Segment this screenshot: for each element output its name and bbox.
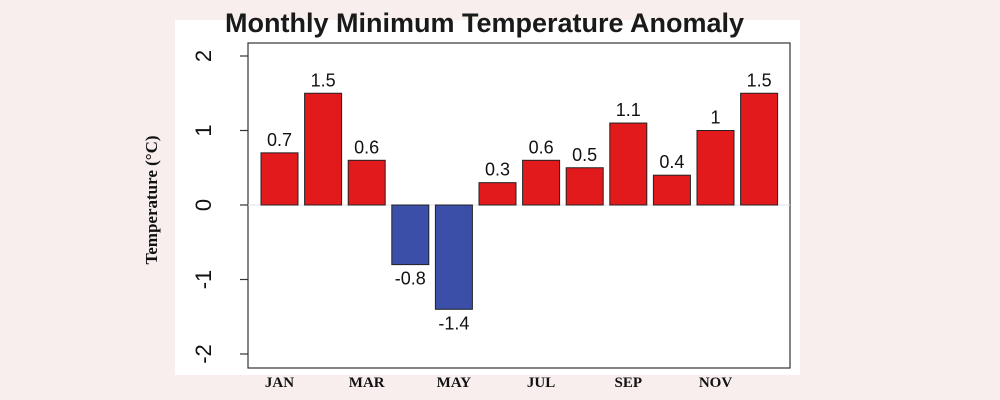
bar-jan	[260, 152, 299, 206]
chart-title: Monthly Minimum Temperature Anomaly	[225, 8, 744, 38]
data-label: 0.6	[529, 137, 554, 157]
y-tick-label: 2	[191, 50, 216, 62]
plot-area: 2 1 0 -1 -2 0.7 JAN 1.5 0.6 MAR -0.8 -1.4 MAY 0.3 0.6 J…	[191, 42, 791, 391]
bar-dec	[740, 92, 779, 206]
x-tick-label: JUL	[527, 375, 555, 391]
bar-mar	[347, 159, 386, 206]
data-label: 1	[710, 108, 720, 128]
data-label: 1.5	[311, 70, 336, 90]
data-label: 0.4	[659, 152, 684, 172]
data-label: 1.5	[747, 70, 772, 90]
bar-sep	[609, 122, 648, 206]
data-label: 0.6	[354, 137, 379, 157]
data-label: 1.1	[616, 100, 641, 120]
bar-aug	[565, 167, 604, 206]
x-tick-label: MAY	[437, 375, 472, 391]
bar-oct	[652, 174, 691, 206]
bar-jun	[478, 182, 517, 206]
x-tick-label: JAN	[265, 375, 294, 391]
data-label: 0.7	[267, 130, 292, 150]
data-label: 0.3	[485, 160, 510, 180]
data-label: 0.5	[572, 145, 597, 165]
bar-feb	[304, 92, 343, 206]
x-tick-label: NOV	[699, 375, 733, 391]
data-label: -0.8	[395, 269, 426, 289]
bar-may	[434, 204, 473, 310]
y-tick-label: 0	[191, 199, 216, 211]
x-tick-label: MAR	[349, 375, 385, 391]
y-axis-label: Temperature (°C)	[142, 135, 161, 264]
y-tick-label: -2	[191, 344, 216, 364]
x-tick-label: SEP	[615, 375, 643, 391]
y-tick-label: -1	[191, 270, 216, 290]
y-tick-label: 1	[191, 124, 216, 136]
data-label: -1.4	[438, 313, 469, 333]
bar-jul	[522, 159, 561, 206]
bar-apr	[391, 204, 430, 266]
bar-nov	[696, 130, 735, 206]
